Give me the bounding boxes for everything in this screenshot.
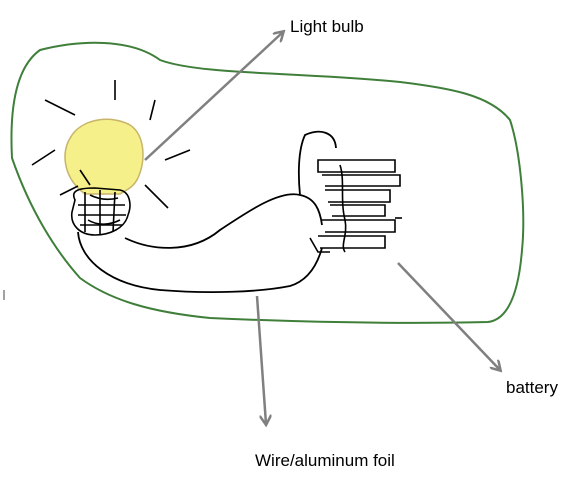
arrow-to-battery <box>397 262 500 370</box>
battery-label: battery <box>506 378 558 397</box>
enclosure-outline <box>10 41 525 324</box>
bulb-base <box>70 187 131 236</box>
light-bulb-label: Light bulb <box>290 17 364 36</box>
wire-lower <box>77 231 323 293</box>
arrow-to-wire <box>255 295 266 424</box>
wire-upper <box>124 130 337 249</box>
arrow-to-light-bulb <box>144 32 283 161</box>
light-rays <box>31 80 191 209</box>
light-bulb-glow <box>64 118 144 195</box>
battery-sketch <box>309 159 402 253</box>
wire-label: Wire/aluminum foil <box>255 451 395 470</box>
